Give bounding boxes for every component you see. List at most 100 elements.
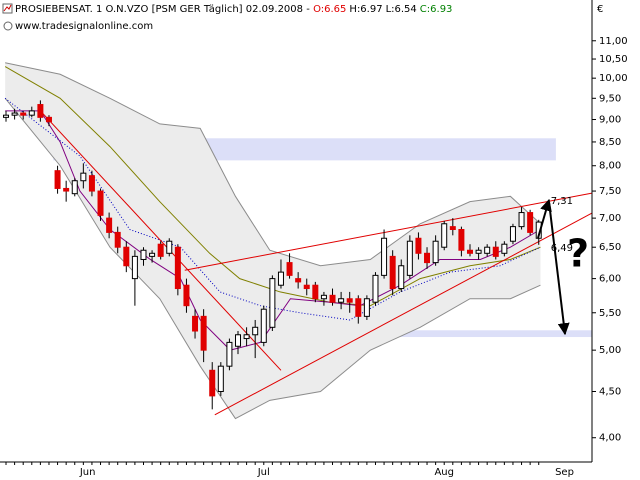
candle-body bbox=[11, 112, 18, 116]
chart-title: PROSIEBENSAT. 1 O.N.VZO [PSM GER Täglich… bbox=[15, 4, 452, 15]
candle-body bbox=[295, 278, 302, 283]
candle-body bbox=[441, 223, 448, 248]
candle-body bbox=[492, 246, 499, 257]
arrow-down bbox=[548, 201, 570, 336]
y-tick-label: 9,50 bbox=[599, 93, 621, 104]
candle-body bbox=[217, 365, 224, 393]
candle-body bbox=[286, 262, 293, 276]
candle-body bbox=[501, 243, 508, 254]
y-tick-label: 6,50 bbox=[599, 242, 621, 253]
candle-body bbox=[518, 212, 525, 228]
candle-body bbox=[174, 246, 181, 290]
question-mark: ? bbox=[567, 232, 589, 276]
candle-body bbox=[243, 334, 250, 340]
candle-body bbox=[338, 298, 345, 303]
legend-value: H:6.97 bbox=[349, 4, 382, 15]
symbol-icon-graph bbox=[3, 4, 12, 12]
annotation: 7,31 bbox=[551, 196, 573, 207]
symbol-icon bbox=[2, 3, 13, 14]
candle-body bbox=[20, 112, 27, 116]
indicator-line bbox=[4, 66, 541, 307]
candle-body bbox=[37, 104, 44, 118]
candle-body bbox=[329, 294, 336, 303]
candle-body bbox=[277, 271, 284, 286]
candle-body bbox=[509, 226, 516, 242]
candle-body bbox=[97, 190, 104, 216]
x-tick-label: Aug bbox=[434, 467, 454, 478]
band-fill bbox=[5, 62, 541, 419]
chart-subtitle: www.tradesignalonline.com bbox=[15, 21, 153, 32]
candle-body bbox=[149, 252, 156, 257]
candle-body bbox=[192, 315, 199, 332]
band-lower bbox=[4, 97, 541, 420]
y-tick-label: 7,00 bbox=[599, 213, 621, 224]
candle-body bbox=[372, 274, 379, 303]
legend-value: O:6.65 bbox=[313, 4, 346, 15]
candle-body bbox=[355, 298, 362, 317]
y-tick-label: 4,00 bbox=[599, 433, 621, 444]
y-tick-label: 7,50 bbox=[599, 186, 621, 197]
y-tick-label: 11,00 bbox=[599, 36, 628, 47]
candle-body bbox=[28, 110, 35, 116]
candle-body bbox=[432, 240, 439, 264]
candle-body bbox=[88, 175, 95, 192]
x-tick-label: Sep bbox=[555, 467, 574, 478]
x-tick-label: Jun bbox=[79, 467, 96, 478]
candle-body bbox=[381, 237, 388, 276]
candle-body bbox=[527, 212, 534, 233]
candle-body bbox=[166, 240, 173, 254]
y-tick-label: 8,00 bbox=[599, 161, 621, 172]
y-unit: € bbox=[597, 4, 603, 15]
candle-body bbox=[346, 298, 353, 303]
candle-body bbox=[140, 249, 147, 260]
candle-body bbox=[312, 284, 319, 300]
band-upper bbox=[5, 62, 541, 267]
plot-area: 7,31 6,49 bbox=[3, 62, 593, 420]
y-tick-label: 10,00 bbox=[599, 73, 628, 84]
candle-body bbox=[226, 341, 233, 367]
annotation: 6,49 bbox=[551, 243, 573, 254]
candle-body bbox=[475, 249, 482, 254]
candle-body bbox=[398, 265, 405, 290]
candle-body bbox=[389, 255, 396, 290]
x-tick-label: Jul bbox=[257, 467, 270, 478]
candle-body bbox=[209, 369, 216, 397]
y-tick-label: 8,50 bbox=[599, 137, 621, 148]
indicator-line bbox=[214, 212, 593, 416]
candle-body bbox=[363, 298, 370, 317]
y-tick-label: 6,00 bbox=[599, 274, 621, 285]
candle-body bbox=[252, 326, 259, 336]
candle-body bbox=[200, 315, 207, 351]
candle-body bbox=[123, 246, 130, 267]
candle-body bbox=[80, 172, 87, 182]
y-tick-label: 5,00 bbox=[599, 345, 621, 356]
candle-body bbox=[458, 229, 465, 251]
candle-body bbox=[235, 334, 242, 347]
y-tick-label: 10,50 bbox=[599, 54, 628, 65]
highlight-zone bbox=[358, 330, 592, 338]
candle-body bbox=[415, 237, 422, 254]
candle-body bbox=[114, 231, 121, 248]
candle-body bbox=[183, 284, 190, 307]
indicator-line bbox=[184, 192, 593, 271]
candle-body bbox=[260, 308, 267, 343]
web-icon bbox=[3, 21, 13, 31]
candle-body bbox=[406, 240, 413, 276]
candle-body bbox=[3, 114, 10, 118]
indicator-line bbox=[4, 97, 541, 321]
candle-body bbox=[131, 255, 138, 280]
legend-value: L:6.54 bbox=[386, 4, 417, 15]
arrow-up bbox=[537, 198, 552, 239]
candle-body bbox=[449, 226, 456, 231]
candle-body bbox=[424, 252, 431, 264]
candle-body bbox=[45, 116, 52, 123]
candle-body bbox=[303, 284, 310, 290]
candle-body bbox=[157, 243, 164, 257]
candle-body bbox=[320, 294, 327, 300]
legend-value: C:6.93 bbox=[420, 4, 453, 15]
indicator-line bbox=[40, 110, 282, 371]
candle-body bbox=[63, 187, 70, 192]
candle-body bbox=[106, 217, 113, 233]
